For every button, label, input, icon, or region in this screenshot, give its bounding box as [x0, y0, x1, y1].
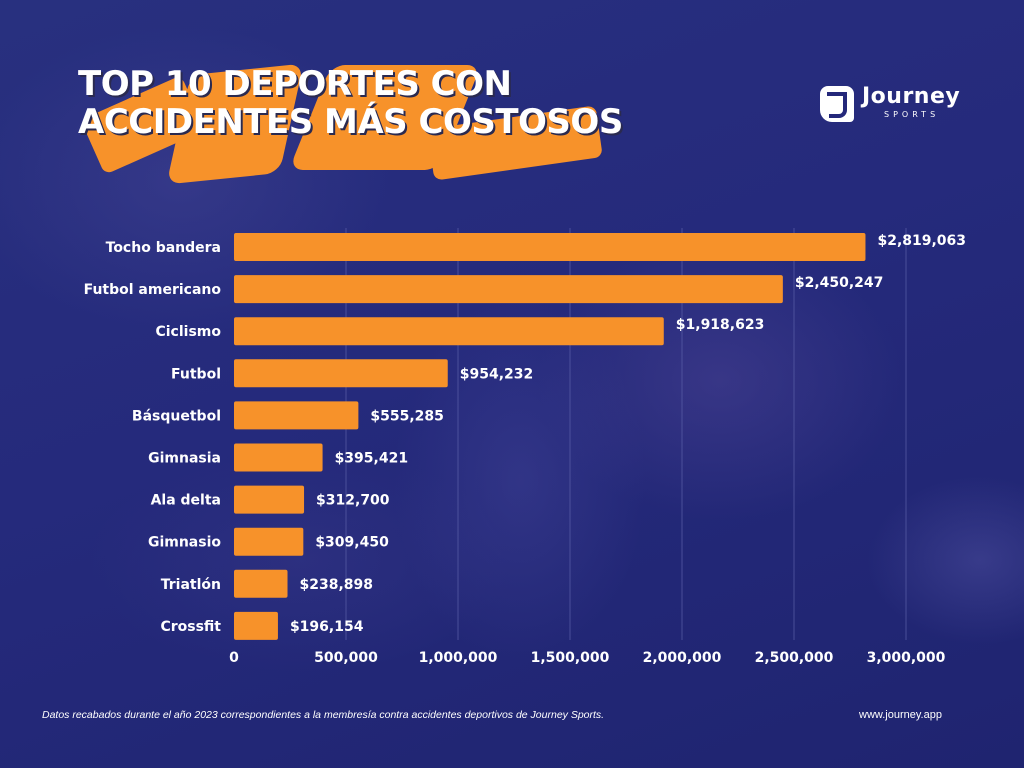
bar	[234, 527, 304, 556]
category-label: Gimnasia	[148, 451, 221, 467]
x-tick-label: 0	[229, 650, 239, 666]
data-label: $555,285	[370, 408, 444, 424]
bar	[234, 485, 305, 514]
bars	[234, 233, 866, 640]
data-label: $2,819,063	[877, 233, 966, 249]
bar	[234, 317, 664, 346]
data-label: $954,232	[460, 366, 534, 382]
x-tick-label: 1,500,000	[531, 650, 610, 666]
category-label: Ala delta	[151, 493, 221, 509]
footnote: Datos recabados durante el año 2023 corr…	[42, 709, 605, 721]
data-label: $196,154	[290, 619, 364, 635]
data-label: $1,918,623	[676, 317, 765, 333]
bar	[234, 401, 359, 430]
x-axis-tick-labels: 0 500,000 1,000,000 1,500,000 2,000,000 2,500…	[229, 650, 946, 666]
data-label: $238,898	[300, 577, 374, 593]
bar	[234, 611, 278, 640]
data-label: $2,450,247	[795, 275, 884, 291]
category-label: Básquetbol	[132, 408, 221, 424]
x-tick-label: 2,500,000	[755, 650, 834, 666]
chart-title: TOP 10 DEPORTES CON ACCIDENTES MÁS COSTO…	[78, 65, 623, 141]
bar	[234, 569, 288, 598]
journey-sports-logo: Journey SPORTS	[820, 84, 970, 128]
bar	[234, 359, 448, 388]
x-tick-label: 500,000	[314, 650, 378, 666]
data-label: $395,421	[335, 451, 409, 467]
logo-name: Journey	[862, 84, 961, 109]
x-tick-label: 2,000,000	[643, 650, 722, 666]
bar	[234, 443, 323, 472]
category-label: Crossfit	[160, 619, 221, 635]
logo-subtitle: SPORTS	[884, 110, 940, 119]
x-tick-label: 3,000,000	[867, 650, 946, 666]
x-tick-label: 1,000,000	[419, 650, 498, 666]
category-label: Futbol	[171, 366, 221, 382]
bar	[234, 233, 866, 261]
value-labels: $2,819,063 $2,450,247 $1,918,623 $954,232 $5…	[290, 233, 966, 635]
title-line-2: ACCIDENTES MÁS COSTOSOS	[78, 102, 623, 142]
title-line-1: TOP 10 DEPORTES CON	[78, 64, 512, 104]
category-label: Tocho bandera	[106, 240, 221, 256]
j-logo-icon	[820, 86, 854, 122]
data-label: $309,450	[315, 535, 389, 551]
title-block: TOP 10 DEPORTES CON ACCIDENTES MÁS COSTO…	[60, 55, 680, 185]
category-labels: Tocho bandera Futbol americano Ciclismo Fut…	[84, 240, 222, 635]
bar	[234, 275, 783, 304]
category-label: Futbol americano	[84, 282, 222, 298]
website-link[interactable]: www.journey.app	[859, 709, 942, 721]
category-label: Ciclismo	[155, 324, 221, 340]
category-label: Triatlón	[161, 577, 221, 593]
data-label: $312,700	[316, 493, 390, 509]
category-label: Gimnasio	[148, 535, 221, 551]
